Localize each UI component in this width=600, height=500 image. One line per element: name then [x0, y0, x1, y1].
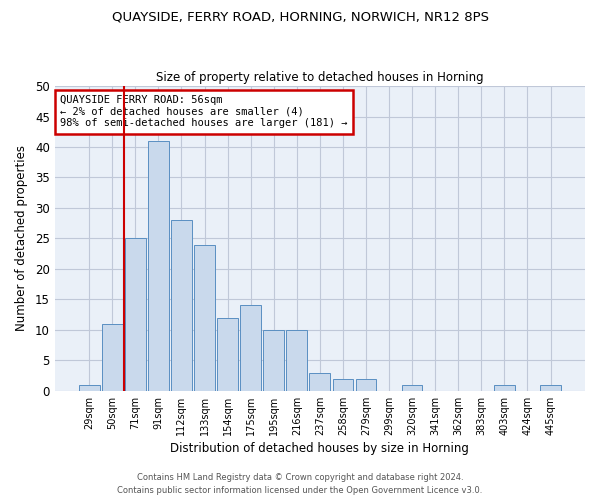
Text: QUAYSIDE, FERRY ROAD, HORNING, NORWICH, NR12 8PS: QUAYSIDE, FERRY ROAD, HORNING, NORWICH, …: [112, 10, 488, 23]
Bar: [102, 324, 122, 391]
Bar: [286, 330, 307, 391]
Bar: [332, 378, 353, 391]
Bar: [310, 372, 330, 391]
Bar: [217, 318, 238, 391]
X-axis label: Distribution of detached houses by size in Horning: Distribution of detached houses by size …: [170, 442, 469, 455]
Bar: [356, 378, 376, 391]
Bar: [494, 384, 515, 391]
Bar: [125, 238, 146, 391]
Bar: [194, 244, 215, 391]
Bar: [263, 330, 284, 391]
Bar: [540, 384, 561, 391]
Bar: [402, 384, 422, 391]
Y-axis label: Number of detached properties: Number of detached properties: [15, 146, 28, 332]
Bar: [148, 141, 169, 391]
Bar: [240, 306, 261, 391]
Bar: [79, 384, 100, 391]
Text: QUAYSIDE FERRY ROAD: 56sqm
← 2% of detached houses are smaller (4)
98% of semi-d: QUAYSIDE FERRY ROAD: 56sqm ← 2% of detac…: [60, 95, 347, 128]
Title: Size of property relative to detached houses in Horning: Size of property relative to detached ho…: [156, 70, 484, 84]
Text: Contains HM Land Registry data © Crown copyright and database right 2024.
Contai: Contains HM Land Registry data © Crown c…: [118, 474, 482, 495]
Bar: [171, 220, 192, 391]
